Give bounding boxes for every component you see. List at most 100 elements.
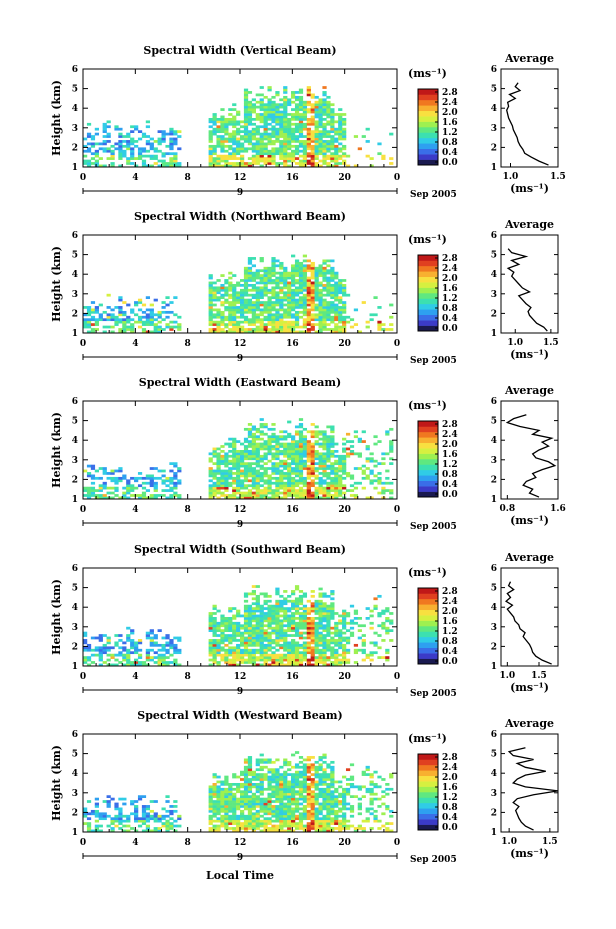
heatmap-cell bbox=[338, 301, 343, 304]
heatmap-cell bbox=[259, 824, 264, 828]
heatmap-cell bbox=[240, 783, 245, 786]
heatmap-cell bbox=[228, 609, 233, 613]
heatmap-cell bbox=[291, 279, 296, 282]
heatmap-cell bbox=[342, 609, 347, 613]
heatmap-cell bbox=[251, 641, 256, 645]
heatmap-cell bbox=[279, 631, 284, 635]
heatmap-cell bbox=[212, 790, 217, 794]
colorbar-segment bbox=[418, 320, 438, 326]
heatmap-cell bbox=[255, 785, 260, 789]
heatmap-cell bbox=[302, 440, 308, 443]
heatmap-cell bbox=[228, 653, 233, 657]
heatmap-cell bbox=[385, 619, 390, 623]
heatmap-cell bbox=[165, 484, 170, 488]
heatmap-cell bbox=[98, 824, 103, 828]
heatmap-cell bbox=[141, 663, 147, 667]
heatmap-cell bbox=[137, 154, 143, 158]
heatmap-cell bbox=[275, 110, 280, 114]
heatmap-cell bbox=[106, 491, 111, 495]
heatmap-cell bbox=[86, 494, 92, 497]
heatmap-cell bbox=[90, 135, 96, 138]
heatmap-cell bbox=[145, 805, 151, 808]
heatmap-cell bbox=[83, 807, 88, 811]
heatmap-cell bbox=[251, 467, 256, 470]
heatmap-cell bbox=[216, 827, 221, 830]
heatmap-cell bbox=[130, 631, 135, 635]
heatmap-cell bbox=[275, 607, 280, 610]
heatmap-cell bbox=[322, 110, 327, 114]
heatmap-cell bbox=[236, 787, 241, 791]
heatmap-cell bbox=[216, 157, 221, 160]
heatmap-cell bbox=[251, 805, 256, 808]
heatmap-cell bbox=[141, 164, 147, 168]
heatmap-cell bbox=[134, 807, 139, 811]
heatmap-cell bbox=[83, 648, 88, 652]
heatmap-cell bbox=[302, 306, 308, 309]
heatmap-cell bbox=[216, 481, 221, 485]
heatmap-cell bbox=[247, 770, 253, 774]
heatmap-cell bbox=[330, 301, 335, 304]
heatmap-cell bbox=[208, 310, 213, 314]
heatmap-cell bbox=[298, 261, 304, 265]
heatmap-cell bbox=[361, 464, 366, 468]
colorbar-segment bbox=[418, 303, 438, 310]
heatmap-cell bbox=[243, 91, 249, 94]
heatmap-cell bbox=[173, 320, 178, 324]
heatmap-cell bbox=[255, 773, 260, 776]
heatmap-cell bbox=[247, 661, 253, 664]
heatmap-cell bbox=[322, 607, 327, 610]
heatmap-cell bbox=[177, 323, 182, 326]
heatmap-cell bbox=[298, 298, 304, 302]
heatmap-cell bbox=[232, 634, 237, 637]
heatmap-cell bbox=[126, 325, 131, 329]
heatmap-cell bbox=[287, 274, 292, 277]
heatmap-cell bbox=[267, 437, 272, 441]
heatmap-cell bbox=[326, 135, 331, 138]
heatmap-cell bbox=[90, 157, 96, 160]
heatmap-cell bbox=[208, 496, 213, 500]
heatmap-cell bbox=[236, 800, 241, 803]
heatmap-cell bbox=[110, 154, 115, 158]
heatmap-cell bbox=[220, 130, 225, 133]
heatmap-cell bbox=[275, 301, 280, 304]
heatmap-cell bbox=[318, 641, 323, 645]
heatmap-cell bbox=[122, 152, 127, 156]
heatmap-cell bbox=[243, 445, 249, 448]
heatmap-cell bbox=[228, 293, 233, 297]
heatmap-cell bbox=[326, 440, 331, 443]
heatmap-cell bbox=[275, 259, 280, 263]
heatmap-cell bbox=[310, 149, 315, 153]
heatmap-cell bbox=[251, 301, 256, 304]
heatmap-cell bbox=[287, 113, 292, 116]
heatmap-cell bbox=[381, 481, 386, 485]
heatmap-cell bbox=[302, 296, 308, 299]
heatmap-cell bbox=[243, 780, 249, 784]
average-profile-line bbox=[505, 414, 557, 498]
heatmap-cell bbox=[224, 800, 229, 803]
heatmap-cell bbox=[212, 484, 217, 488]
heatmap-cell bbox=[377, 491, 382, 495]
heatmap-cell bbox=[267, 621, 272, 625]
heatmap-cell bbox=[377, 328, 382, 331]
heatmap-cell bbox=[173, 651, 178, 655]
heatmap-cell bbox=[318, 274, 323, 277]
heatmap-cell bbox=[342, 328, 347, 331]
heatmap-cell bbox=[240, 457, 245, 461]
heatmap-cell bbox=[326, 614, 331, 618]
heatmap-cell bbox=[298, 115, 304, 119]
heatmap-cell bbox=[271, 629, 276, 632]
heatmap-cell bbox=[263, 276, 268, 280]
heatmap-cell bbox=[247, 636, 253, 640]
heatmap-cell bbox=[334, 656, 339, 659]
heatmap-cell bbox=[298, 626, 304, 630]
heatmap-cell bbox=[306, 103, 311, 107]
heatmap-cell bbox=[318, 592, 323, 596]
heatmap-cell bbox=[86, 122, 92, 126]
heatmap-cell bbox=[318, 617, 323, 620]
heatmap-cell bbox=[208, 648, 213, 652]
heatmap-cell bbox=[330, 639, 335, 642]
heatmap-cell bbox=[137, 325, 143, 329]
heatmap-cell bbox=[267, 88, 272, 92]
heatmap-cell bbox=[126, 315, 131, 319]
heatmap-cell bbox=[102, 651, 107, 655]
